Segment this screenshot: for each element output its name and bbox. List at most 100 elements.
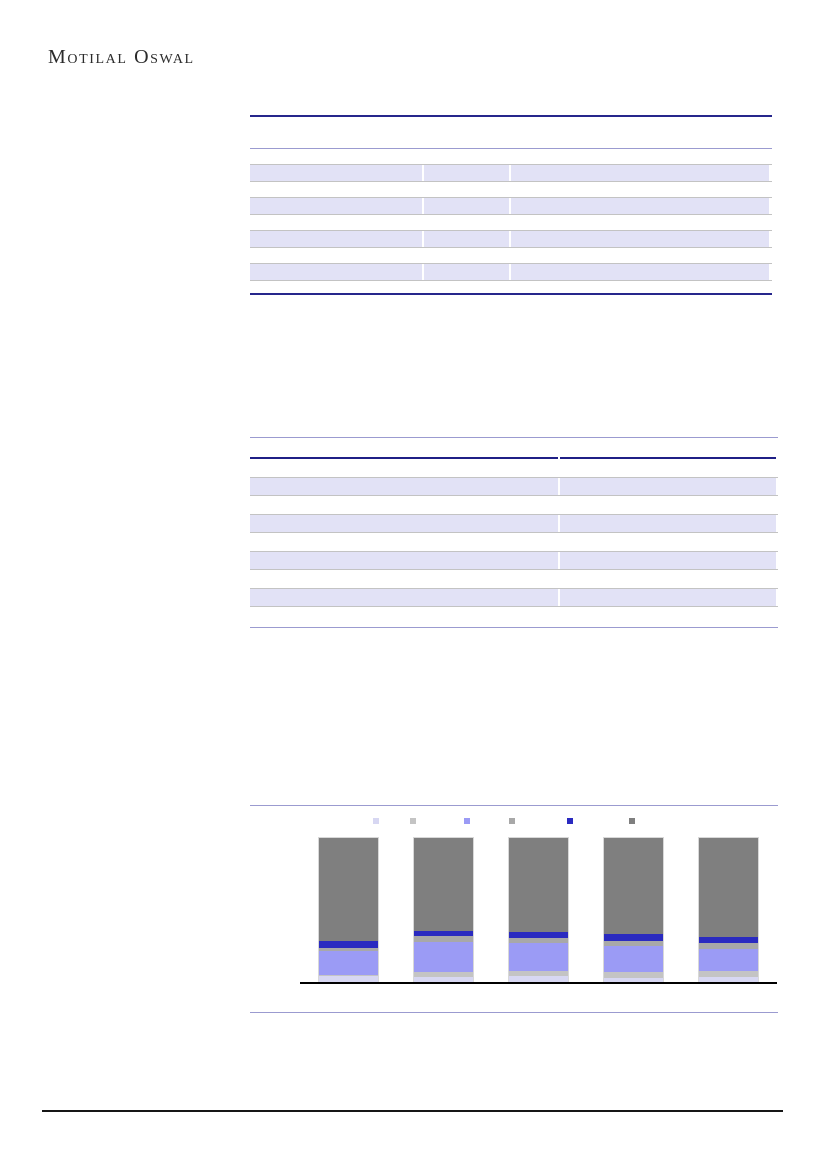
table-cell	[424, 264, 510, 280]
bar-segment	[509, 938, 568, 944]
bar-segment	[509, 838, 568, 933]
table-cell	[250, 552, 558, 569]
table-row-spacer	[250, 281, 772, 293]
table-top	[250, 115, 772, 295]
bar-segment	[414, 972, 473, 978]
bar-segment	[604, 946, 663, 973]
bar-segment	[319, 948, 378, 952]
table-cell	[559, 515, 776, 532]
bar-segment	[604, 941, 663, 947]
table-row	[250, 164, 772, 182]
brand-logo: Motilal Oswal	[48, 46, 195, 68]
table-bottom-header-rule	[250, 457, 778, 459]
bar-segment	[509, 932, 568, 939]
bar-segment	[509, 943, 568, 972]
bar-segment	[414, 977, 473, 983]
bar	[413, 837, 474, 983]
table-row	[250, 588, 778, 607]
bar-segment	[604, 972, 663, 979]
legend-swatch-icon	[567, 818, 573, 824]
legend-swatch-icon	[373, 818, 379, 824]
table-cell	[511, 231, 769, 247]
bar-segment	[509, 976, 568, 983]
table-row	[250, 197, 772, 215]
table-header-rule-segment	[559, 457, 776, 459]
table-row	[250, 230, 772, 248]
table-cell	[424, 165, 510, 181]
bar	[603, 837, 664, 983]
table-top-header-separator	[250, 148, 772, 149]
bar-segment	[699, 971, 758, 978]
table-top-header-row	[250, 117, 772, 148]
table-row-spacer	[250, 533, 778, 551]
table-row-spacer	[250, 459, 778, 477]
table-row	[250, 263, 772, 281]
bar-segment	[414, 936, 473, 943]
chart-bottom-rule	[250, 1012, 778, 1013]
table-cell	[511, 165, 769, 181]
table-row-spacer	[250, 570, 778, 588]
table-cell	[250, 198, 423, 214]
legend-swatch-icon	[464, 818, 470, 824]
table-row-spacer	[250, 248, 772, 263]
bar-segment	[699, 949, 758, 972]
table-cell	[250, 165, 423, 181]
table-cell	[559, 552, 776, 569]
bar-segment	[604, 838, 663, 935]
bar	[508, 837, 569, 983]
table-cell	[250, 231, 423, 247]
table-bottom	[250, 437, 778, 628]
stacked-bar-chart	[250, 805, 778, 1013]
bar	[698, 837, 759, 983]
table-cell	[250, 515, 558, 532]
table-cell	[511, 198, 769, 214]
table-cell	[424, 231, 510, 247]
table-cell	[250, 589, 558, 606]
table-row-spacer	[250, 149, 772, 164]
bar-segment	[699, 937, 758, 944]
table-cell	[424, 198, 510, 214]
bar-segment	[699, 943, 758, 950]
bar-segment	[414, 942, 473, 973]
bar-segment	[319, 975, 378, 977]
table-cell	[559, 589, 776, 606]
bar-segment	[319, 951, 378, 976]
bar	[318, 837, 379, 983]
bar-segment	[414, 838, 473, 931]
bar-segment	[319, 976, 378, 983]
table-cell	[250, 478, 558, 495]
table-cell	[250, 264, 423, 280]
table-cell	[511, 264, 769, 280]
chart-x-axis-line	[300, 982, 777, 984]
table-bottom-title-row	[250, 438, 778, 457]
table-row	[250, 477, 778, 496]
table-row-spacer	[250, 607, 778, 627]
bar-segment	[604, 934, 663, 942]
table-bottom-body	[250, 459, 778, 627]
bar-segment	[699, 838, 758, 938]
table-bottom-top-thin-rule	[250, 437, 778, 438]
table-cell	[559, 478, 776, 495]
table-header-rule-segment	[250, 457, 558, 459]
table-row	[250, 514, 778, 533]
bar-segment	[699, 977, 758, 983]
table-row-spacer	[250, 496, 778, 514]
bar-segment	[604, 978, 663, 983]
table-bottom-bottom-rule	[250, 627, 778, 628]
legend-swatch-icon	[509, 818, 515, 824]
table-top-bottom-rule	[250, 293, 772, 295]
bar-segment	[509, 971, 568, 977]
table-top-body	[250, 149, 772, 293]
table-row-spacer	[250, 215, 772, 230]
table-top-rule	[250, 115, 772, 117]
legend-swatch-icon	[410, 818, 416, 824]
footer-rule	[42, 1110, 783, 1112]
bar-segment	[319, 838, 378, 942]
chart-top-rule	[250, 805, 778, 806]
bar-segment	[414, 930, 473, 937]
table-row	[250, 551, 778, 570]
legend-swatch-icon	[629, 818, 635, 824]
table-row-spacer	[250, 182, 772, 197]
bar-segment	[319, 941, 378, 949]
